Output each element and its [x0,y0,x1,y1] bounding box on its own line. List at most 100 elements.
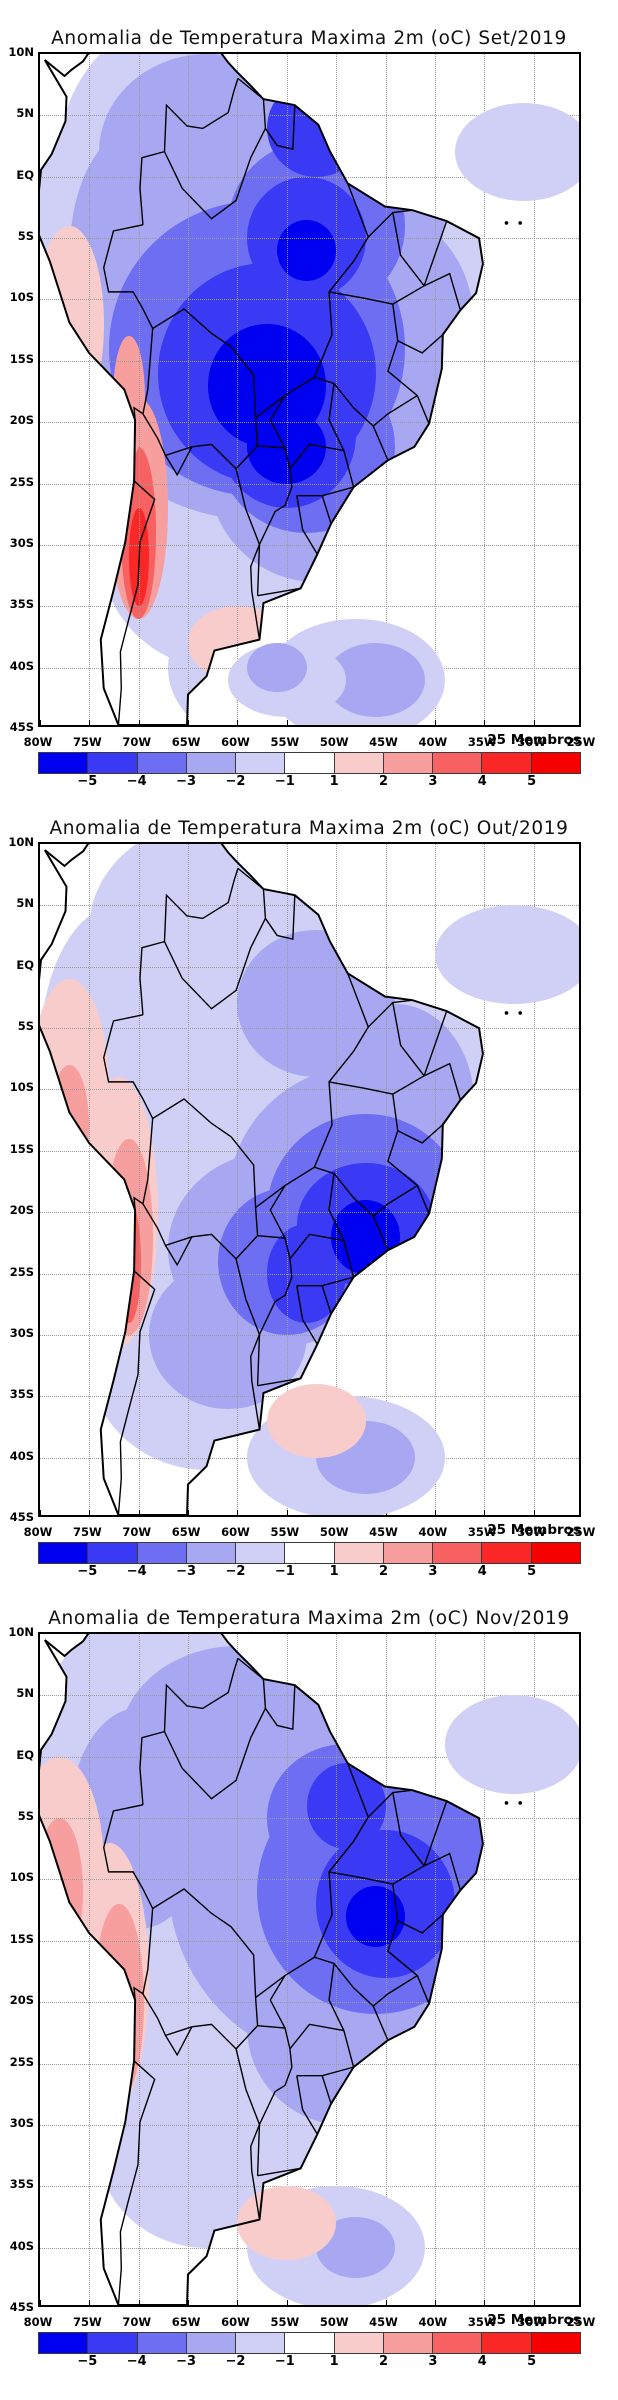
y-axis-label: 35S [9,597,34,612]
colorbar-tick-label: 4 [477,2354,487,2369]
colorbar-tick-label: 3 [428,774,438,789]
x-axis-label: 40W [418,2315,448,2329]
y-axis-tick [38,905,40,906]
gridline-vertical [434,1634,436,2305]
y-axis-tick [38,422,40,423]
colorbar-tick-label: 5 [527,774,537,789]
map-clip [40,54,579,725]
colorbar-tick-label: −5 [77,2354,98,2369]
island-marker [504,1801,509,1805]
colorbar-tick-label: 1 [329,774,339,789]
gridline-vertical [286,844,288,1515]
colorbar-swatch-4 [236,1543,286,1563]
y-axis-tick [38,2248,40,2249]
gridline-horizontal [40,606,579,608]
border-path [387,304,430,424]
border-path [250,2124,261,2220]
colorbar-swatch-0 [39,2333,89,2353]
y-axis-tick [38,1879,40,1880]
colorbar-ticks: −5 −4 −3 −2 −1 1 2 3 4 5 [38,1564,581,1582]
island-marker [518,221,522,225]
y-axis-tick [38,1028,40,1029]
x-axis-label: 80W [23,735,53,749]
y-axis-tick [38,115,40,116]
border-path [289,443,344,470]
border-path [117,480,156,725]
x-axis-tick [434,1510,436,1515]
colorbar-tick-label: 5 [527,1564,537,1579]
y-axis-label: 10S [9,290,34,305]
x-axis-tick [533,1510,535,1515]
gridline-vertical [237,844,239,1515]
border-path [269,395,286,449]
colorbar-swatch-0 [39,1543,89,1563]
border-path [164,2026,193,2057]
border-path [257,1377,301,1387]
border-path [321,495,332,524]
border-path [423,272,462,311]
border-path [256,1234,293,1386]
y-axis-label: 20S [9,413,34,428]
x-axis-tick [286,1510,288,1515]
y-axis-label: 45S [9,1510,34,1524]
x-axis-label: 35W [467,735,497,749]
y-axis-label: 40S [9,658,34,673]
border-path [372,394,418,427]
colorbar-tick-label: 3 [428,1564,438,1579]
x-axis-label: 55W [270,1525,300,1539]
y-axis-tick [38,299,40,300]
x-axis-tick [40,720,41,725]
gridline-vertical [434,54,436,725]
ensemble-label: 25 Membros [487,1522,581,1538]
map-plot-area [38,1632,581,2307]
border-path [133,406,144,421]
colorbar-swatch-10 [531,753,580,773]
border-path [328,1963,355,2068]
border-path [367,209,413,238]
y-axis-label: 45S [9,720,34,734]
x-axis-tick [89,2300,91,2305]
colorbar-swatch-0 [39,753,89,773]
x-axis-tick [89,1510,91,1515]
colorbar-tick-label: −1 [274,1564,295,1579]
x-axis-label: 75W [73,735,102,749]
gridline-vertical [188,1634,190,2305]
gridline-vertical [385,54,387,725]
colorbar-swatch-5 [285,2333,335,2353]
colorbar-area: 25 Membros −5 −4 −3 −2 −1 1 2 3 4 5 [38,1522,581,1582]
island-marker [518,1011,522,1015]
y-axis-label: 35S [9,1387,34,1402]
ocean-anomaly-field [40,844,579,1515]
colorbar-tick-label: −3 [176,1564,197,1579]
y-axis-tick [38,1212,40,1213]
border-path [269,1185,286,1239]
map-clip [40,844,579,1515]
border-path [294,894,319,916]
x-axis-tick [533,720,535,725]
gridline-horizontal [40,544,579,546]
border-path [423,1062,462,1101]
x-axis-tick [286,2300,288,2305]
border-path [103,1014,259,1236]
y-axis-tick [38,1458,40,1459]
gridline-horizontal [40,1695,579,1697]
ensemble-label: 25 Membros [487,732,581,748]
colorbar-swatch-10 [531,2333,580,2353]
x-axis-tick [286,720,288,725]
y-axis-tick [38,967,40,968]
x-axis-label: 25W [566,1525,596,1539]
border-path [328,1173,355,1278]
x-axis-label: 25W [566,735,596,749]
y-axis-label: 10N [8,1625,34,1639]
colorbar-swatch-4 [236,753,286,773]
border-path [142,1118,259,1260]
y-axis-label: 45S [9,2300,34,2314]
country-borders [40,844,579,1515]
gridline-vertical [336,54,338,725]
y-axis-label: 15S [9,1141,34,1156]
border-path [235,468,261,545]
border-path [296,2075,318,2135]
gridline-vertical [138,54,140,725]
border-path [164,446,193,477]
border-path [387,1884,430,2004]
